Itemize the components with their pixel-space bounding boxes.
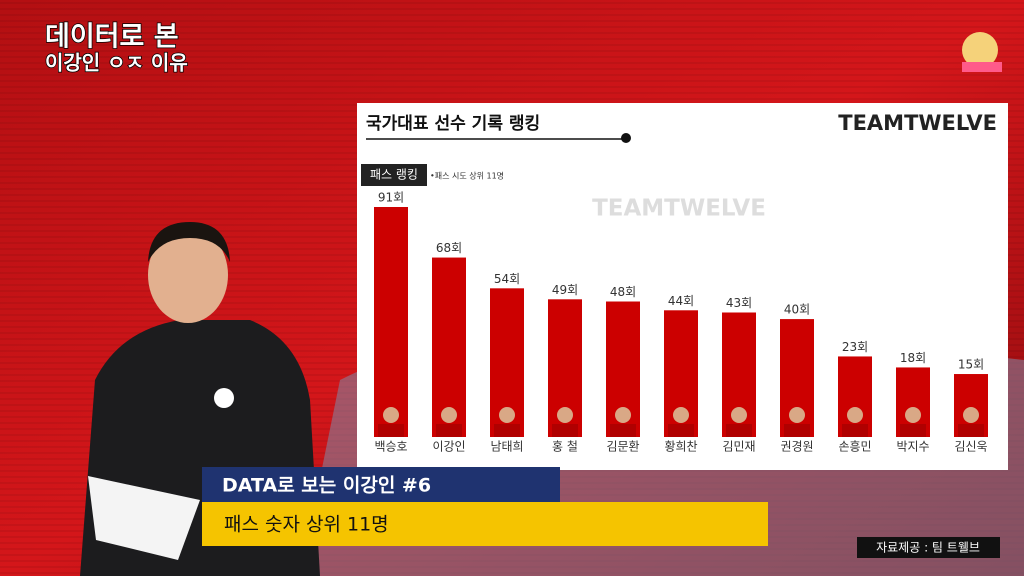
player-shirt bbox=[958, 424, 984, 437]
overlay-title: 이강인 ㅇㅈ 이유 bbox=[45, 51, 188, 75]
value-label: 43회 bbox=[726, 296, 752, 310]
value-label: 15회 bbox=[958, 358, 984, 372]
chart-title: 국가대표 선수 기록 랭킹 bbox=[366, 114, 540, 134]
x-tick-label: 황희찬 bbox=[664, 439, 697, 454]
x-tick-label: 박지수 bbox=[896, 440, 929, 454]
player-photo bbox=[905, 407, 921, 423]
player-shirt bbox=[842, 424, 868, 437]
player-shirt bbox=[436, 424, 462, 437]
player-photo bbox=[615, 407, 631, 423]
overlay-title: 데이터로 본 bbox=[45, 22, 179, 53]
player-shirt bbox=[668, 424, 694, 437]
headline-box bbox=[202, 502, 768, 546]
caption-headline: 패스 숫자 상위 11명 bbox=[224, 514, 389, 536]
player-shirt bbox=[494, 424, 520, 437]
source: 자료제공 : 팀 트웰브 bbox=[876, 541, 980, 555]
x-tick-label: 홍 철 bbox=[552, 440, 578, 454]
caption-subtitle: DATA로 보는 이강인 #6 bbox=[222, 475, 431, 497]
badge-box bbox=[361, 164, 427, 186]
player-photo bbox=[557, 407, 573, 423]
x-tick-label: 이강인 bbox=[432, 440, 465, 454]
ball-icon bbox=[621, 133, 631, 143]
watermark: TEAMTWELVE bbox=[592, 196, 766, 222]
x-tick-label: 남태희 bbox=[490, 440, 523, 454]
value-label: 44회 bbox=[668, 294, 694, 308]
bar bbox=[838, 356, 872, 437]
player-photo bbox=[441, 407, 457, 423]
value-label: 91회 bbox=[378, 191, 404, 205]
player-shirt bbox=[726, 424, 752, 437]
player-photo bbox=[847, 407, 863, 423]
bar bbox=[374, 207, 408, 437]
player-photo bbox=[673, 407, 689, 423]
value-label: 68회 bbox=[436, 241, 462, 255]
x-tick-label: 손흥민 bbox=[838, 440, 871, 454]
value-label: 18회 bbox=[900, 351, 926, 365]
brand: TEAMTWELVE bbox=[838, 111, 997, 135]
badge: 패스 랭킹 bbox=[370, 168, 418, 182]
value-label: 23회 bbox=[842, 340, 868, 354]
x-tick-label: 백승호 bbox=[374, 440, 407, 454]
x-tick-label: 김문환 bbox=[606, 440, 639, 454]
x-tick-label: 김신욱 bbox=[954, 440, 987, 454]
player-shirt bbox=[784, 424, 810, 437]
value-label: 48회 bbox=[610, 285, 636, 299]
x-tick-label: 김민재 bbox=[722, 440, 755, 454]
value-label: 54회 bbox=[494, 272, 520, 286]
channel-logo bbox=[962, 32, 1002, 72]
player-shirt bbox=[552, 424, 578, 437]
player-shirt bbox=[900, 424, 926, 437]
player-shirt bbox=[378, 424, 404, 437]
value-label: 40회 bbox=[784, 303, 810, 317]
subtitle-box bbox=[202, 467, 560, 502]
player-photo bbox=[383, 407, 399, 423]
note: •패스 시도 상위 11명 bbox=[430, 171, 504, 181]
player-photo bbox=[499, 407, 515, 423]
source-box bbox=[857, 537, 1000, 558]
player-photo bbox=[731, 407, 747, 423]
player-photo bbox=[789, 407, 805, 423]
player-photo bbox=[963, 407, 979, 423]
value-label: 49회 bbox=[552, 283, 578, 297]
player-shirt bbox=[610, 424, 636, 437]
x-tick-label: 권경원 bbox=[780, 440, 813, 454]
